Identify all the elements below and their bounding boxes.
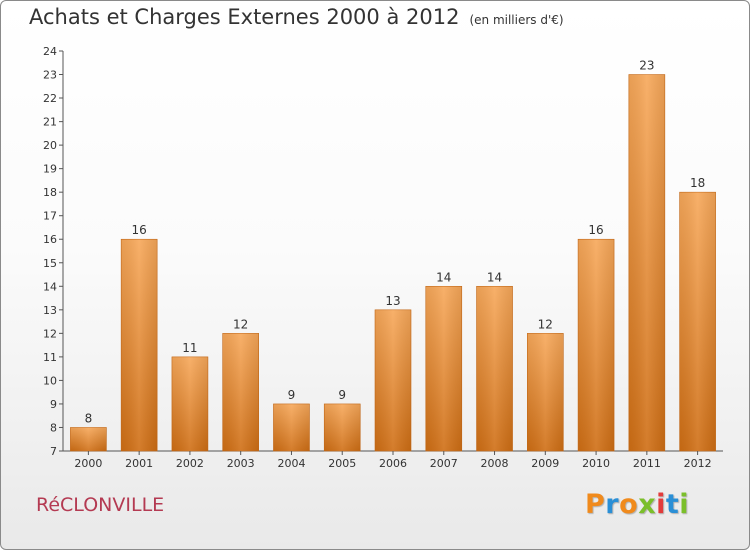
chart-title: Achats et Charges Externes 2000 à 2012 (e… <box>29 5 564 29</box>
bar-highlight <box>171 356 208 451</box>
y-tick-label: 24 <box>43 45 57 58</box>
bar-highlight <box>578 239 615 451</box>
bar-value-label: 9 <box>338 388 346 402</box>
y-tick-label: 12 <box>43 327 57 340</box>
logo-letter: i <box>679 489 690 520</box>
y-tick-label: 10 <box>43 374 57 387</box>
bar-value-label: 16 <box>588 223 603 237</box>
x-tick-label: 2004 <box>277 457 305 470</box>
x-tick-label: 2007 <box>430 457 458 470</box>
bar-value-label: 12 <box>538 317 553 331</box>
y-tick-label: 14 <box>43 280 57 293</box>
bar-value-label: 12 <box>233 317 248 331</box>
logo-letter: o <box>619 489 639 520</box>
x-tick-label: 2012 <box>684 457 712 470</box>
logo-letter: t <box>665 489 680 520</box>
y-tick-label: 19 <box>43 163 57 176</box>
x-tick-label: 2003 <box>227 457 255 470</box>
bar-highlight <box>628 74 665 451</box>
city-name: RéCLONVILLE <box>36 494 165 516</box>
y-tick-label: 13 <box>43 304 57 317</box>
chart-title-unit: (en milliers d'€) <box>469 13 564 27</box>
x-tick-label: 2009 <box>531 457 559 470</box>
bar-highlight <box>70 427 107 451</box>
y-tick-label: 17 <box>43 210 57 223</box>
bar-highlight <box>375 309 411 451</box>
bar-value-label: 8 <box>85 411 93 425</box>
x-tick-label: 2002 <box>176 457 204 470</box>
y-tick-label: 20 <box>43 139 57 152</box>
logo-letter: x <box>638 489 657 520</box>
bar-value-label: 14 <box>487 270 502 284</box>
x-tick-label: 2001 <box>125 457 153 470</box>
bar-value-label: 11 <box>182 341 197 355</box>
bar-value-label: 18 <box>690 176 705 190</box>
x-tick-label: 2011 <box>633 457 661 470</box>
x-tick-label: 2006 <box>379 457 407 470</box>
y-tick-label: 21 <box>43 116 57 129</box>
x-tick-label: 2000 <box>74 457 102 470</box>
y-tick-label: 9 <box>50 398 57 411</box>
bar-highlight <box>273 403 310 451</box>
bar-value-label: 14 <box>436 270 451 284</box>
logo-letter: i <box>656 489 666 520</box>
y-tick-label: 7 <box>50 445 57 458</box>
bar-highlight <box>121 239 158 451</box>
y-tick-label: 8 <box>50 421 57 434</box>
bar-value-label: 23 <box>639 59 654 73</box>
logo-letter: r <box>605 489 620 520</box>
chart-title-main: Achats et Charges Externes 2000 à 2012 <box>29 5 460 29</box>
y-tick-label: 11 <box>43 351 57 364</box>
bar-value-label: 16 <box>132 223 147 237</box>
bar-highlight <box>679 192 716 452</box>
proxiti-logo: Proxiti <box>585 489 689 520</box>
bar-highlight <box>425 286 462 451</box>
bar-value-label: 13 <box>385 294 400 308</box>
bar-highlight <box>222 333 259 451</box>
bar-highlight <box>527 333 564 451</box>
y-tick-label: 18 <box>43 186 57 199</box>
y-tick-label: 16 <box>43 233 57 246</box>
x-tick-label: 2008 <box>481 457 509 470</box>
bar-highlight <box>324 403 361 451</box>
bar-highlight <box>476 286 513 451</box>
x-tick-label: 2005 <box>328 457 356 470</box>
logo-letter: P <box>585 489 606 520</box>
bar-value-label: 9 <box>288 388 296 402</box>
y-tick-label: 23 <box>43 69 57 82</box>
x-tick-label: 2010 <box>582 457 610 470</box>
y-tick-label: 22 <box>43 92 57 105</box>
y-tick-label: 15 <box>43 257 57 270</box>
